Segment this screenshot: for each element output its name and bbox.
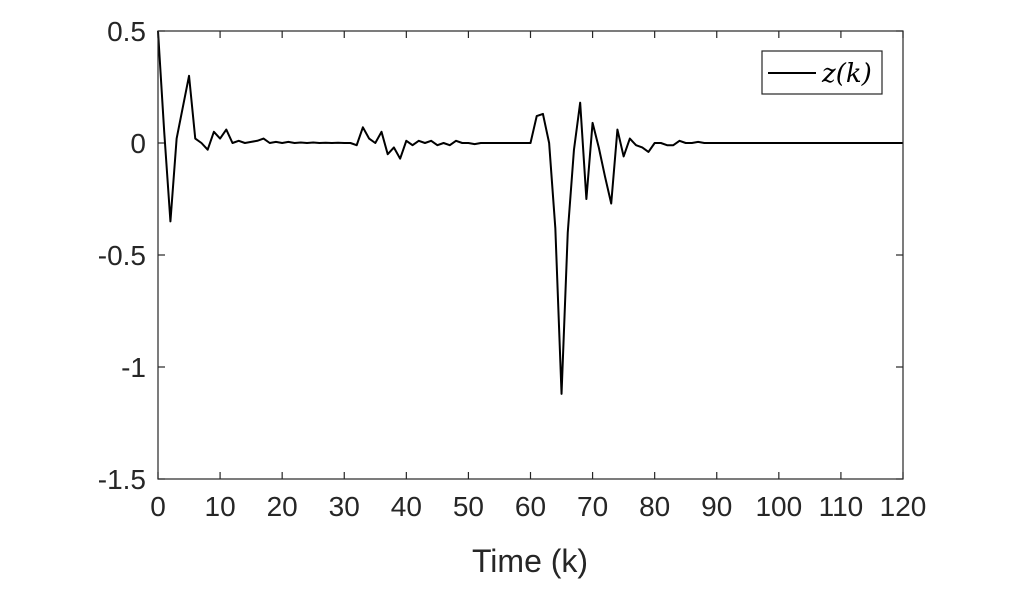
x-tick-label: 0 (150, 491, 166, 522)
x-tick-label: 110 (819, 491, 864, 522)
x-tick-label: 40 (391, 491, 422, 522)
legend: z(k) (761, 50, 883, 95)
x-tick-label: 20 (267, 491, 298, 522)
legend-label-z: z(k) (821, 59, 872, 89)
plot-frame (157, 30, 904, 480)
series-layer (157, 30, 903, 395)
y-tick-label: -1 (121, 352, 146, 383)
x-tick-label: 30 (329, 491, 360, 522)
x-tick-label: 120 (880, 491, 927, 522)
y-tick-label: 0 (130, 128, 146, 159)
x-tick-label: 90 (701, 491, 732, 522)
y-tick-label: -1.5 (98, 464, 146, 495)
x-tick-label: 70 (577, 491, 608, 522)
legend-label-prefix: z( (821, 59, 847, 89)
legend-label-variable: k (846, 59, 862, 89)
x-tick-label: 50 (453, 491, 484, 522)
x-tick-label: 60 (515, 491, 546, 522)
y-tick-label: -0.5 (98, 240, 146, 271)
y-axis-tick-labels: 0.5 0 -0.5 -1 -1.5 (98, 16, 146, 495)
x-tick-label: 10 (205, 491, 236, 522)
plot-background (158, 31, 903, 479)
x-axis-tick-labels: 0 10 20 30 40 50 60 70 80 90 100 110 120 (150, 491, 926, 522)
legend-label-suffix: ) (861, 59, 872, 89)
y-tick-label: 0.5 (107, 16, 146, 47)
x-axis-label: Time (k) (472, 543, 588, 579)
x-tick-label: 80 (639, 491, 670, 522)
x-tick-label: 100 (755, 491, 802, 522)
series-line-z (157, 30, 903, 395)
